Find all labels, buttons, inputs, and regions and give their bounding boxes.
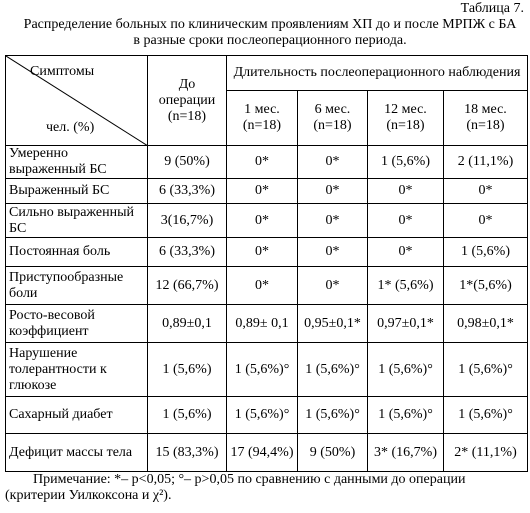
- cell: 0*: [297, 145, 368, 179]
- cell: 1 (5,6%)°: [226, 396, 298, 434]
- data-row: Выраженный БС 6 (33,3%) 0* 0* 0* 0*: [5, 178, 528, 204]
- row-label: Сильно выраженный БС: [5, 203, 148, 238]
- note: Примечание: *– p<0,05; °– p>0,05 по срав…: [5, 472, 466, 503]
- data-row: Сахарный диабет 1 (5,6%) 1 (5,6%)° 1 (5,6%)…: [5, 396, 528, 434]
- row-label: Умеренно выраженный БС: [5, 145, 148, 179]
- cell: 1* (5,6%): [367, 266, 444, 305]
- cell: 1 (5,6%)°: [297, 396, 368, 434]
- row-label: Выраженный БС: [5, 178, 148, 204]
- period-header: 18 мес. (n=18): [443, 90, 528, 146]
- caption-label: Таблица 7.: [460, 1, 524, 16]
- cell: 0*: [226, 237, 298, 267]
- row-label: Нарушение толерантности к глюкозе: [5, 342, 148, 397]
- cell: 0,98±0,1*: [443, 304, 528, 343]
- cell: 9 (50%): [147, 145, 227, 179]
- period-header: 6 мес. (n=18): [297, 90, 368, 146]
- cell: 0,97±0,1*: [367, 304, 444, 343]
- preop-header: До операции (n=18): [147, 55, 227, 146]
- cell: 0,89±0,1: [147, 304, 227, 343]
- row-label: Сахарный диабет: [5, 396, 148, 434]
- cell: 1 (5,6%): [367, 145, 444, 179]
- cell: 0*: [226, 266, 298, 305]
- cell: 0*: [443, 178, 528, 204]
- data-row: Умеренно выраженный БС 9 (50%) 0* 0* 1 (5,6%…: [5, 145, 528, 179]
- period-header: 1 мес. (n=18): [226, 90, 298, 146]
- corner-top: Симптомы: [30, 64, 95, 79]
- cell: 2 (11,1%): [443, 145, 528, 179]
- row-label: Дефицит массы тела: [5, 433, 148, 472]
- cell: 0*: [367, 203, 444, 238]
- row-label: Росто-весовой коэффициент: [5, 304, 148, 343]
- data-row: Постоянная боль 6 (33,3%) 0* 0* 0* 1 (5,6%): [5, 237, 528, 267]
- data-row: Дефицит массы тела 15 (83,3%) 17 (94,4%) 9 …: [5, 433, 528, 472]
- cell: 2* (11,1%): [443, 433, 528, 472]
- table: Симптомы чел. (%) До операции (n=18) Дли…: [5, 55, 528, 472]
- cell: 1 (5,6%): [443, 237, 528, 267]
- cell: 0*: [226, 145, 298, 179]
- cell: 1 (5,6%)°: [367, 396, 444, 434]
- cell: 3(16,7%): [147, 203, 227, 238]
- cell: 1 (5,6%)°: [443, 342, 528, 397]
- cell: 0*: [297, 266, 368, 305]
- cell: 0*: [226, 203, 298, 238]
- cell: 0*: [297, 237, 368, 267]
- header-row: Симптомы чел. (%) До операции (n=18) Дли…: [5, 55, 528, 146]
- data-row: Сильно выраженный БС 3(16,7%) 0* 0* 0* 0*: [5, 203, 528, 238]
- corner-bottom: чел. (%): [46, 120, 95, 135]
- period-row: 1 мес. (n=18) 6 мес. (n=18) 12 мес. (n=18)…: [6, 90, 528, 146]
- cell: 1*(5,6%): [443, 266, 528, 305]
- title: Распределение больных по клиническим про…: [23, 17, 517, 48]
- cell: 17 (94,4%): [226, 433, 298, 472]
- cell: 3* (16,7%): [367, 433, 444, 472]
- cell: 1 (5,6%)°: [226, 342, 298, 397]
- data-row: Нарушение толерантности к глюкозе 1 (5,6%…: [5, 342, 528, 397]
- corner-cell: Симптомы чел. (%): [5, 55, 148, 146]
- cell: 0*: [297, 203, 368, 238]
- cell: 9 (50%): [297, 433, 368, 472]
- cell: 1 (5,6%): [147, 342, 227, 397]
- cell: 0,89± 0,1: [226, 304, 298, 343]
- cell: 1 (5,6%)°: [367, 342, 444, 397]
- table-body: Симптомы чел. (%) До операции (n=18) Дли…: [5, 55, 528, 472]
- cell: 15 (83,3%): [147, 433, 227, 472]
- cell: 1 (5,6%): [147, 396, 227, 434]
- cell: 6 (33,3%): [147, 178, 227, 204]
- cell: 1 (5,6%)°: [443, 396, 528, 434]
- period-header: 12 мес. (n=18): [367, 90, 444, 146]
- cell: 0*: [367, 237, 444, 267]
- cell: 0*: [226, 178, 298, 204]
- cell: 12 (66,7%): [147, 266, 227, 305]
- cell: 0*: [297, 178, 368, 204]
- row-label: Приступообразные боли: [5, 266, 148, 305]
- row-label: Постоянная боль: [5, 237, 148, 267]
- period-group-header: Длительность послеоперационного наблюден…: [226, 55, 528, 91]
- data-row: Приступообразные боли 12 (66,7%) 0* 0* 1* (5…: [5, 266, 528, 305]
- cell: 0,95±0,1*: [297, 304, 368, 343]
- cell: 0*: [367, 178, 444, 204]
- cell: 1 (5,6%)°: [297, 342, 368, 397]
- data-row: Росто-весовой коэффициент 0,89±0,1 0,89± 0…: [5, 304, 528, 343]
- corner-diagonal: [6, 56, 147, 145]
- cell: 6 (33,3%): [147, 237, 227, 267]
- cell: 0*: [443, 203, 528, 238]
